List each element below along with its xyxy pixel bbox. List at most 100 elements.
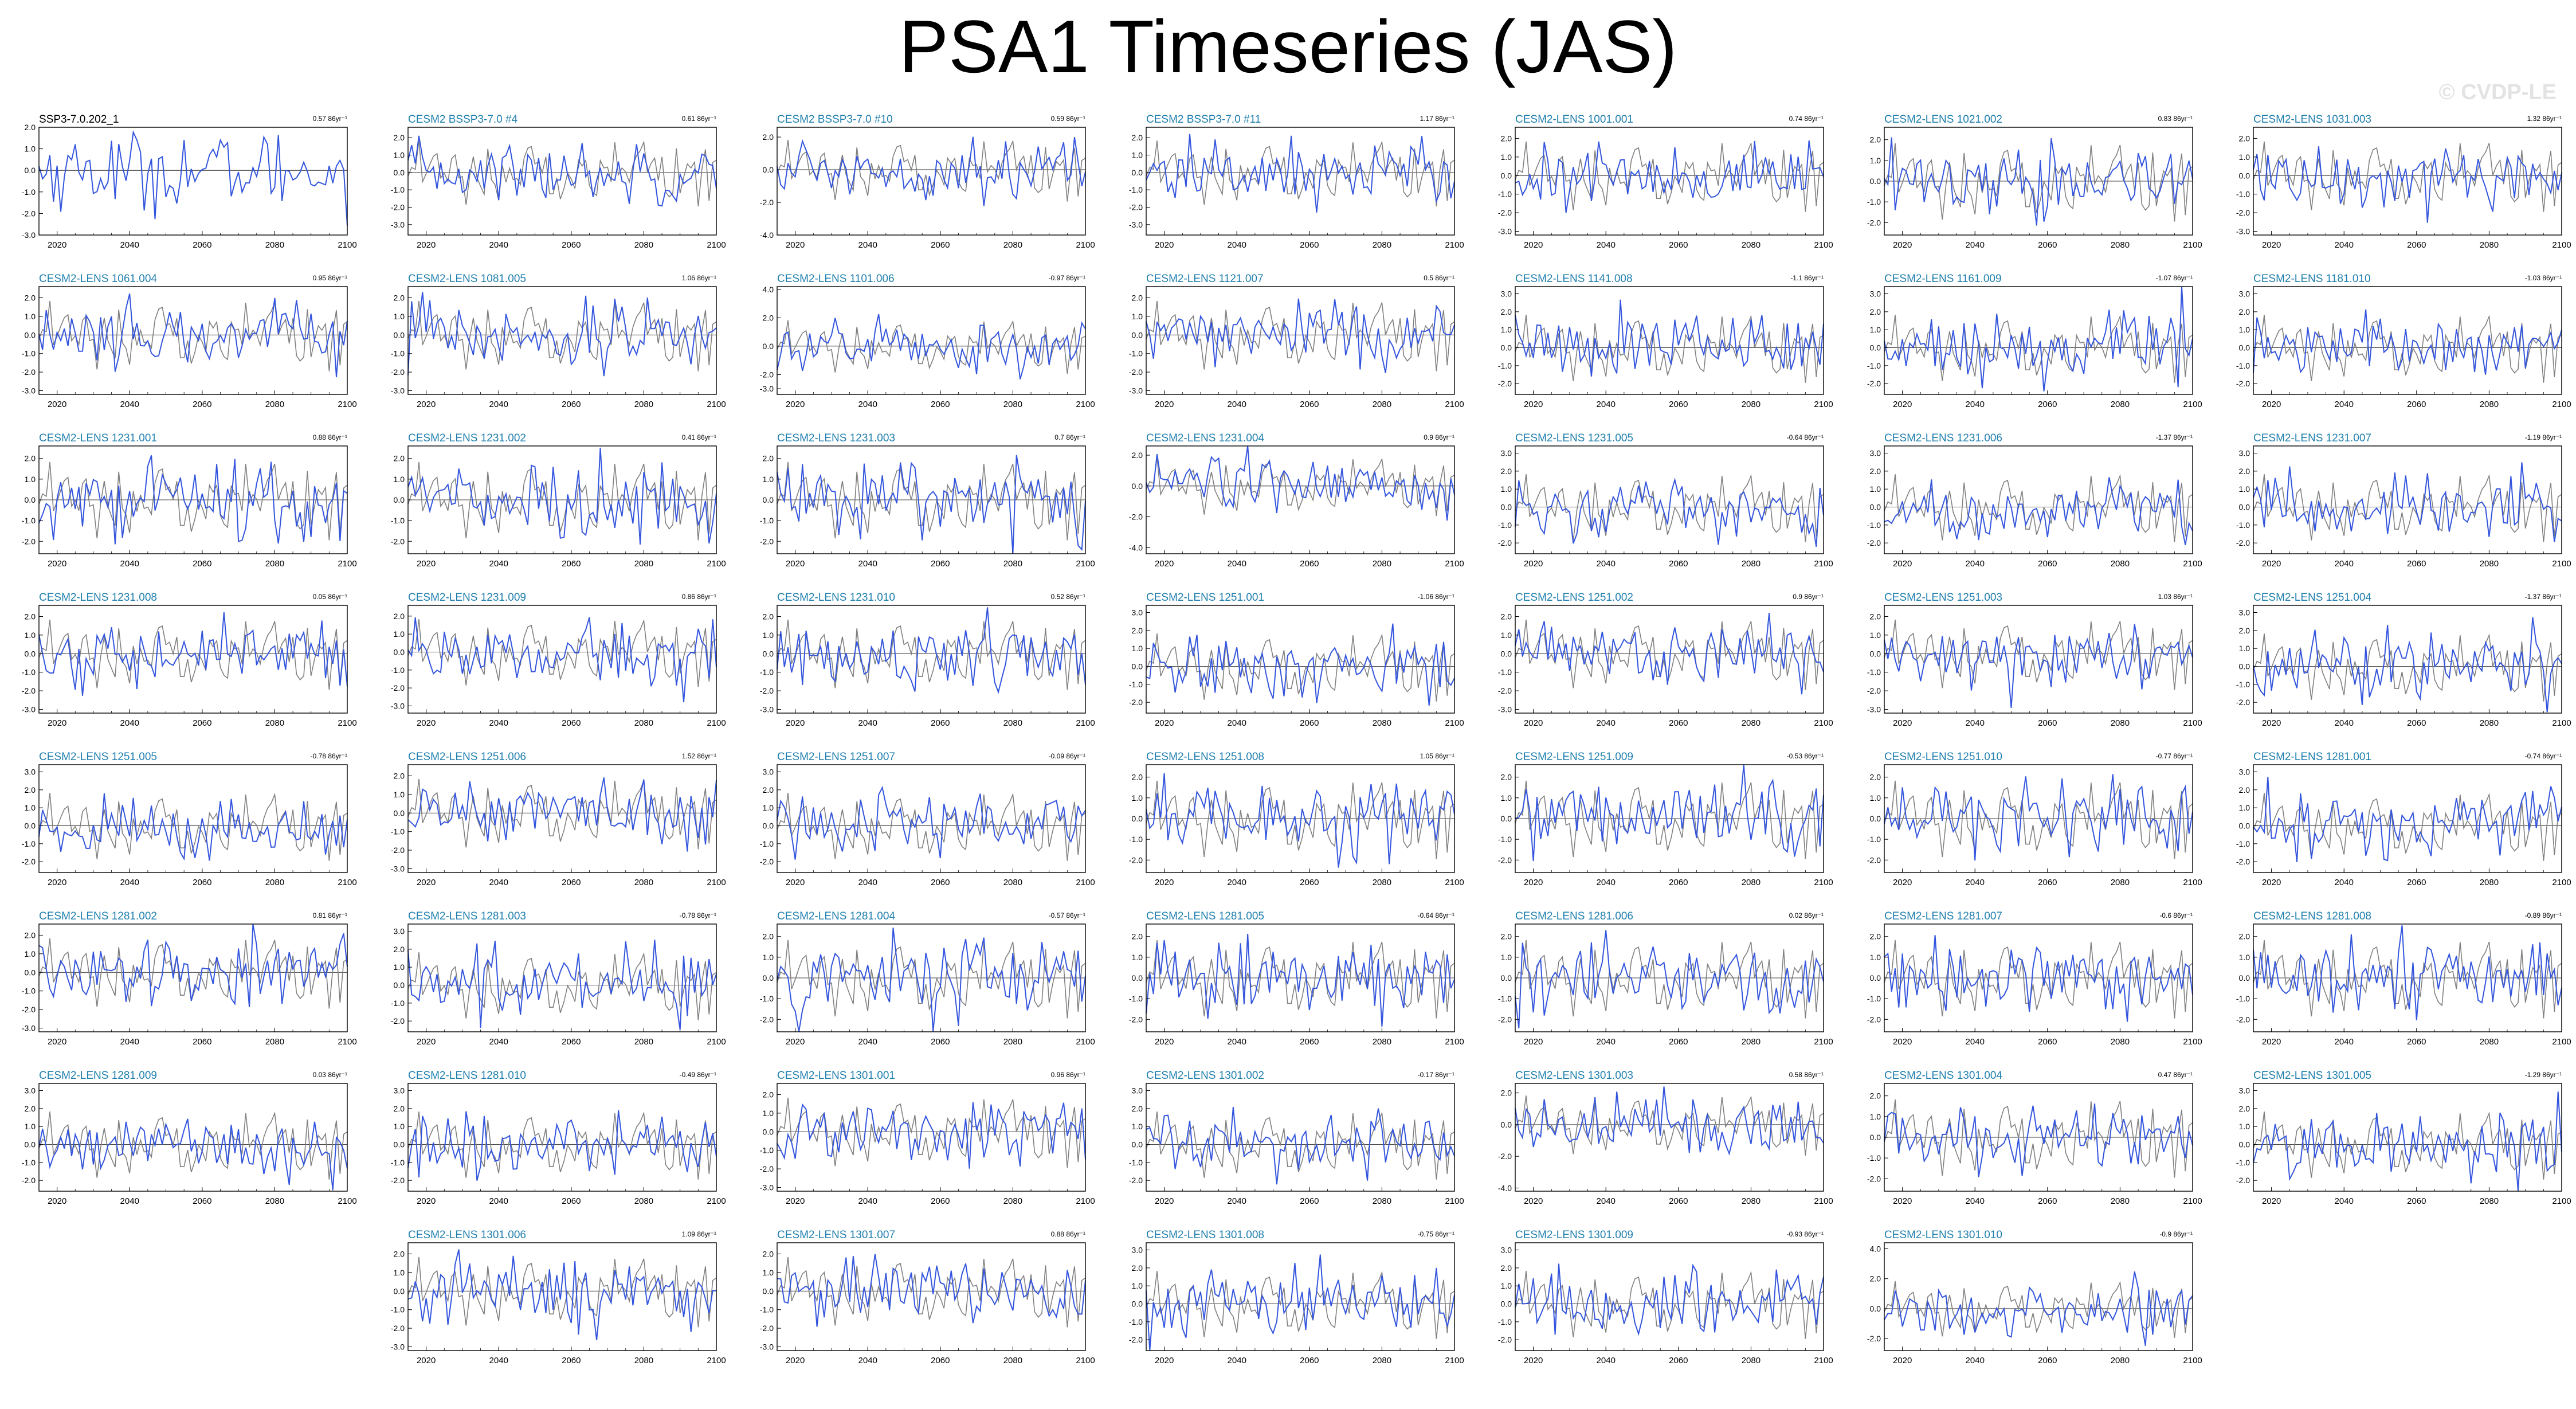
observation-series-line [1146, 633, 1455, 702]
y-tick-label: -2.0 [1498, 538, 1512, 547]
x-tick-label: 2080 [1003, 1037, 1022, 1047]
x-tick-label: 2060 [562, 400, 581, 409]
y-tick-label: 1.0 [25, 312, 36, 321]
x-tick-label: 2080 [1742, 878, 1761, 887]
panel-title: CESM2-LENS 1001.001 [1515, 113, 1633, 126]
x-tick-label: 2080 [1003, 878, 1022, 887]
panel-title: CESM2-LENS 1231.003 [777, 432, 895, 444]
observation-series-line [2253, 1111, 2562, 1180]
panel-plot: 2020 2040 2060 2080 2100 3.0 2.0 1.0 0.0 -1.0 -2.0 [1129, 1083, 1464, 1206]
y-tick-label: 0.0 [394, 1286, 405, 1296]
member-series-line [407, 617, 717, 703]
y-tick-label: 1.0 [763, 803, 774, 812]
member-series-line [777, 1254, 1086, 1327]
y-tick-label: -2.0 [1129, 367, 1143, 377]
member-series-line [1515, 613, 1824, 695]
y-tick-label: 1.0 [1132, 793, 1143, 803]
y-tick-label: -3.0 [391, 386, 405, 396]
timeseries-panel: CESM2-LENS 1251.005 -0.78 86yr⁻¹ 2020 2040 2… [0, 751, 357, 893]
observation-series-line [1146, 780, 1455, 859]
panel-plot: 2020 2040 2060 2080 2100 3.0 2.0 1.0 0.0 -1.0 -2.0 [2236, 286, 2571, 409]
x-tick-label: 2040 [858, 400, 877, 409]
y-tick-label: 1.0 [1870, 631, 1881, 640]
x-tick-label: 2040 [1966, 1196, 1985, 1206]
x-tick-label: 2080 [2480, 1196, 2499, 1206]
y-tick-label: 0.0 [763, 165, 774, 174]
y-tick-label: -1.0 [2236, 994, 2250, 1003]
y-tick-label: 2.0 [2239, 785, 2250, 794]
member-series-line [407, 135, 717, 207]
y-tick-label: 0.0 [2239, 343, 2250, 353]
x-tick-label: 2080 [1373, 240, 1391, 250]
y-tick-label: -1.0 [391, 666, 405, 675]
x-tick-label: 2100 [2552, 878, 2571, 887]
x-tick-label: 2060 [2038, 400, 2057, 409]
x-tick-label: 2020 [2262, 1196, 2281, 1206]
plot-frame [1515, 1242, 1824, 1351]
panel-plot: 2020 2040 2060 2080 2100 3.0 2.0 1.0 0.0 -1.0 -2.0 [2236, 764, 2571, 887]
y-tick-label: -1.0 [760, 1146, 774, 1155]
y-tick-label: 2.0 [1870, 612, 1881, 621]
y-tick-label: 2.0 [25, 123, 36, 132]
member-series-line [38, 130, 348, 226]
y-tick-label: 1.0 [1501, 1281, 1512, 1290]
panel-trend: -1.29 86yr⁻¹ [2524, 1071, 2562, 1079]
x-tick-label: 2080 [1742, 1356, 1761, 1365]
y-tick-label: 0.0 [2239, 662, 2250, 671]
x-tick-label: 2060 [562, 878, 581, 887]
panel-plot: 2020 2040 2060 2080 2100 3.0 2.0 1.0 0.0 -1.0 -2.0 [391, 1083, 726, 1206]
panel-plot: 2020 2040 2060 2080 2100 2.0 1.0 0.0 -1.0 -2.0 -3.… [22, 605, 357, 728]
y-tick-label: -1.0 [2236, 190, 2250, 199]
y-tick-label: -2.0 [1129, 1335, 1143, 1344]
member-series-line [1515, 764, 1824, 862]
panel-trend: -0.9 86yr⁻¹ [2159, 1230, 2193, 1238]
y-tick-label: -1.0 [391, 1305, 405, 1314]
panel-trend: 0.9 86yr⁻¹ [1793, 593, 1824, 601]
y-tick-label: 1.0 [394, 312, 405, 321]
plot-frame [1515, 127, 1824, 236]
x-tick-label: 2080 [265, 878, 284, 887]
plot-frame [777, 286, 1086, 395]
x-tick-label: 2040 [858, 1037, 877, 1047]
panel-title: CESM2-LENS 1251.008 [1146, 751, 1264, 763]
panel-title: CESM2-LENS 1301.008 [1146, 1229, 1264, 1241]
y-tick-label: 3.0 [2239, 449, 2250, 458]
y-tick-label: 0.0 [1132, 1300, 1143, 1309]
member-series-line [777, 136, 1086, 206]
y-tick-label: 3.0 [1132, 1086, 1143, 1095]
x-tick-label: 2020 [1524, 1037, 1543, 1047]
x-tick-label: 2100 [707, 1037, 726, 1047]
y-tick-label: -1.0 [22, 187, 36, 197]
y-tick-label: -2.0 [760, 1324, 774, 1333]
observation-series-line [1884, 1099, 2193, 1178]
x-tick-label: 2020 [2262, 559, 2281, 569]
y-tick-label: 1.0 [394, 790, 405, 799]
y-tick-label: -1.0 [391, 1158, 405, 1167]
y-tick-label: 3.0 [2239, 289, 2250, 299]
panel-title: CESM2-LENS 1281.004 [777, 910, 895, 922]
plot-frame [407, 605, 717, 714]
panel-plot: 2020 2040 2060 2080 2100 2.0 1.0 0.0 -1.0 -2.0 -3.… [22, 286, 357, 409]
y-tick-label: -2.0 [391, 367, 405, 377]
y-tick-label: 2.0 [2239, 134, 2250, 143]
panel-title: CESM2 BSSP3-7.0 #11 [1146, 113, 1261, 126]
x-tick-label: 2080 [634, 240, 653, 250]
observation-series-line [1515, 619, 1824, 690]
y-tick-label: -2.0 [391, 846, 405, 855]
y-tick-label: 1.0 [394, 475, 405, 484]
y-tick-label: -1.0 [1867, 1153, 1881, 1163]
x-tick-label: 2020 [417, 718, 436, 728]
y-tick-label: -1.0 [2236, 520, 2250, 530]
x-tick-label: 2020 [1524, 559, 1543, 569]
y-tick-label: -2.0 [1867, 218, 1881, 227]
x-tick-label: 2020 [417, 1196, 436, 1206]
y-tick-label: 0.0 [1870, 503, 1881, 512]
plot-frame [407, 923, 717, 1032]
y-tick-label: 1.0 [763, 1109, 774, 1118]
x-tick-label: 2040 [489, 878, 508, 887]
member-series-line [407, 940, 717, 1030]
y-tick-label: -3.0 [22, 386, 36, 396]
panel-title: CESM2-LENS 1101.006 [777, 273, 895, 285]
y-tick-label: 2.0 [1132, 1104, 1143, 1113]
y-tick-label: -2.0 [391, 537, 405, 546]
